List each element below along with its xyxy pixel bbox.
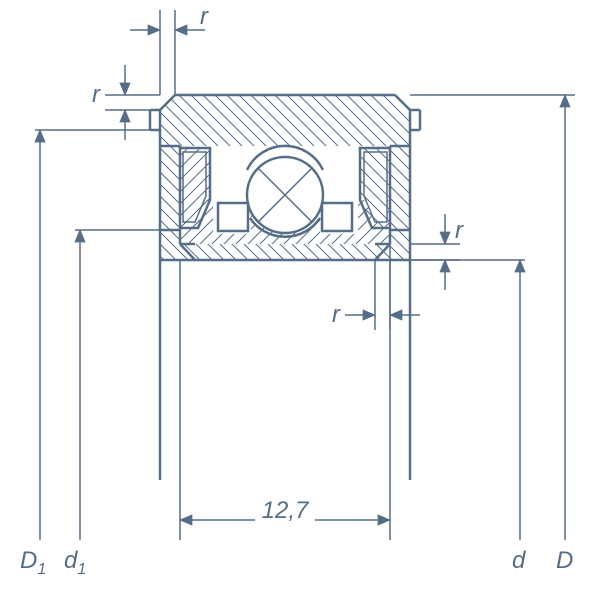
label-d1: d1 (64, 547, 86, 578)
label-D: D (556, 547, 573, 574)
label-width: 12,7 (262, 497, 310, 524)
label-r-bottom-h: r (332, 301, 341, 328)
cage-right (322, 203, 352, 231)
label-r-right-v: r (455, 217, 464, 244)
label-D1: D1 (20, 547, 46, 578)
label-d: d (512, 547, 526, 574)
label-r-top-h: r (200, 3, 209, 30)
label-r-top-v: r (92, 81, 101, 108)
dim-D: D (410, 95, 575, 574)
dim-D1: D1 (20, 130, 150, 578)
dim-width: 12,7 (180, 497, 390, 524)
dim-d1: d1 (64, 230, 160, 578)
cage-left (218, 203, 248, 231)
dim-d: d (410, 260, 526, 574)
dim-r-top-h: r (130, 3, 209, 95)
dim-r-right-v: r (410, 214, 464, 290)
